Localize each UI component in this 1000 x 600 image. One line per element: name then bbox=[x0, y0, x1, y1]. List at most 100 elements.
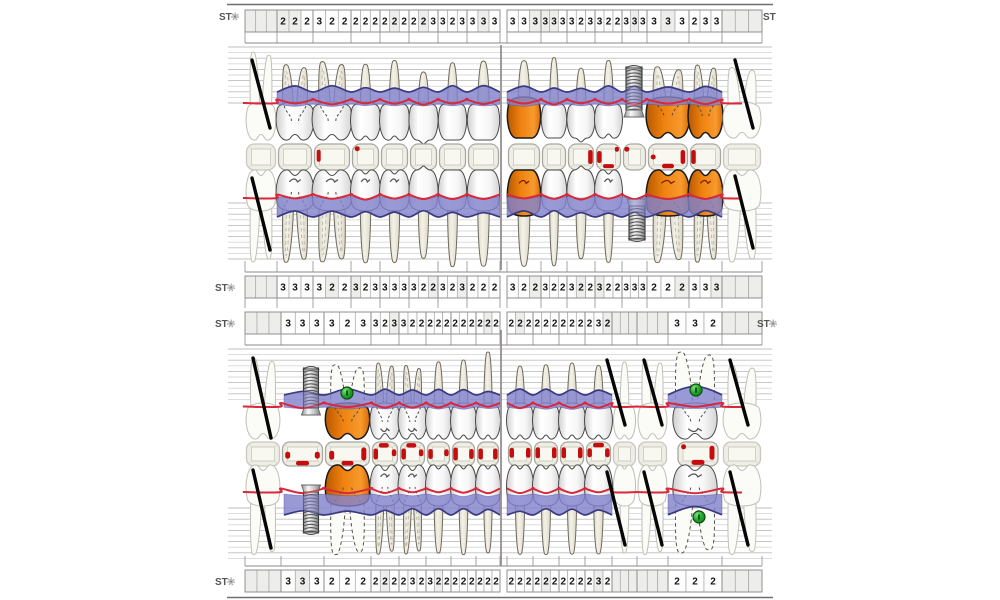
svg-text:ST: ST bbox=[757, 319, 770, 330]
svg-text:2: 2 bbox=[304, 17, 310, 28]
svg-text:2: 2 bbox=[342, 17, 348, 28]
svg-text:2: 2 bbox=[345, 319, 351, 330]
svg-text:3: 3 bbox=[280, 283, 286, 294]
svg-text:2: 2 bbox=[372, 17, 378, 28]
svg-text:2: 2 bbox=[436, 577, 442, 588]
svg-text:3: 3 bbox=[703, 17, 709, 28]
svg-text:2: 2 bbox=[551, 283, 557, 294]
svg-text:2: 2 bbox=[485, 319, 491, 330]
svg-text:2: 2 bbox=[419, 577, 425, 588]
svg-text:2: 2 bbox=[430, 283, 436, 294]
svg-text:2: 2 bbox=[419, 319, 425, 330]
svg-text:2: 2 bbox=[280, 17, 286, 28]
svg-text:2: 2 bbox=[587, 319, 593, 330]
svg-text:2: 2 bbox=[569, 319, 575, 330]
svg-text:2: 2 bbox=[329, 283, 335, 294]
svg-text:3: 3 bbox=[317, 17, 323, 28]
svg-text:2: 2 bbox=[578, 283, 584, 294]
svg-text:2: 2 bbox=[382, 17, 388, 28]
svg-text:3: 3 bbox=[692, 283, 698, 294]
svg-text:2: 2 bbox=[674, 577, 680, 588]
svg-text:2: 2 bbox=[509, 577, 515, 588]
svg-text:3: 3 bbox=[597, 17, 603, 28]
svg-text:2: 2 bbox=[470, 283, 476, 294]
svg-text:2: 2 bbox=[560, 283, 566, 294]
svg-text:3: 3 bbox=[382, 283, 388, 294]
svg-text:3: 3 bbox=[632, 283, 638, 294]
svg-text:3: 3 bbox=[440, 283, 446, 294]
svg-text:3: 3 bbox=[285, 319, 291, 330]
svg-text:2: 2 bbox=[392, 577, 398, 588]
svg-text:2: 2 bbox=[411, 17, 417, 28]
svg-text:2: 2 bbox=[363, 17, 369, 28]
svg-text:2: 2 bbox=[692, 577, 698, 588]
svg-text:2: 2 bbox=[492, 283, 498, 294]
svg-text:3: 3 bbox=[314, 319, 320, 330]
svg-text:3: 3 bbox=[300, 319, 306, 330]
svg-text:2: 2 bbox=[552, 577, 558, 588]
svg-text:2: 2 bbox=[606, 283, 612, 294]
svg-text:3: 3 bbox=[674, 319, 680, 330]
svg-text:2: 2 bbox=[382, 577, 388, 588]
svg-text:2: 2 bbox=[578, 577, 584, 588]
svg-text:2: 2 bbox=[481, 283, 487, 294]
svg-text:3: 3 bbox=[543, 283, 549, 294]
svg-text:3: 3 bbox=[372, 283, 378, 294]
svg-text:2: 2 bbox=[452, 577, 458, 588]
svg-text:3: 3 bbox=[430, 17, 436, 28]
svg-text:3: 3 bbox=[329, 319, 335, 330]
svg-text:2: 2 bbox=[373, 577, 379, 588]
svg-text:2: 2 bbox=[469, 319, 475, 330]
svg-text:2: 2 bbox=[360, 577, 366, 588]
svg-text:2: 2 bbox=[410, 319, 416, 330]
svg-text:ST: ST bbox=[763, 12, 776, 23]
svg-text:2: 2 bbox=[561, 319, 567, 330]
svg-text:2: 2 bbox=[535, 577, 541, 588]
svg-text:2: 2 bbox=[485, 577, 491, 588]
svg-text:2: 2 bbox=[533, 283, 539, 294]
svg-text:2: 2 bbox=[450, 17, 456, 28]
svg-text:2: 2 bbox=[521, 283, 527, 294]
svg-text:3: 3 bbox=[560, 17, 566, 28]
svg-text:2: 2 bbox=[587, 577, 593, 588]
svg-text:2: 2 bbox=[477, 319, 483, 330]
svg-text:2: 2 bbox=[401, 17, 407, 28]
svg-text:3: 3 bbox=[317, 283, 323, 294]
svg-text:3: 3 bbox=[440, 17, 446, 28]
svg-text:3: 3 bbox=[533, 17, 539, 28]
svg-text:ST: ST bbox=[215, 577, 228, 588]
svg-text:2: 2 bbox=[292, 17, 298, 28]
svg-text:3: 3 bbox=[632, 17, 638, 28]
svg-text:3: 3 bbox=[597, 283, 603, 294]
svg-text:2: 2 bbox=[517, 577, 523, 588]
svg-text:3: 3 bbox=[569, 283, 575, 294]
svg-text:2: 2 bbox=[421, 283, 427, 294]
svg-text:3: 3 bbox=[459, 17, 465, 28]
svg-text:3: 3 bbox=[510, 17, 516, 28]
svg-text:3: 3 bbox=[551, 17, 557, 28]
svg-text:2: 2 bbox=[450, 283, 456, 294]
svg-text:3: 3 bbox=[640, 283, 646, 294]
svg-text:2: 2 bbox=[692, 17, 698, 28]
svg-text:3: 3 bbox=[543, 17, 549, 28]
svg-text:2: 2 bbox=[651, 283, 657, 294]
svg-text:2: 2 bbox=[710, 319, 716, 330]
svg-text:2: 2 bbox=[517, 319, 523, 330]
svg-text:3: 3 bbox=[470, 17, 476, 28]
svg-text:2: 2 bbox=[345, 577, 351, 588]
svg-text:3: 3 bbox=[392, 283, 398, 294]
svg-text:3: 3 bbox=[481, 17, 487, 28]
svg-text:3: 3 bbox=[353, 283, 359, 294]
svg-text:2: 2 bbox=[392, 17, 398, 28]
svg-text:2: 2 bbox=[526, 577, 532, 588]
svg-text:2: 2 bbox=[493, 319, 499, 330]
svg-text:2: 2 bbox=[436, 319, 442, 330]
svg-text:3: 3 bbox=[703, 283, 709, 294]
svg-text:2: 2 bbox=[543, 577, 549, 588]
svg-text:3: 3 bbox=[459, 283, 465, 294]
svg-text:2: 2 bbox=[469, 577, 475, 588]
svg-text:2: 2 bbox=[444, 577, 450, 588]
svg-text:3: 3 bbox=[510, 283, 516, 294]
svg-text:3: 3 bbox=[569, 17, 575, 28]
svg-text:2: 2 bbox=[353, 17, 359, 28]
